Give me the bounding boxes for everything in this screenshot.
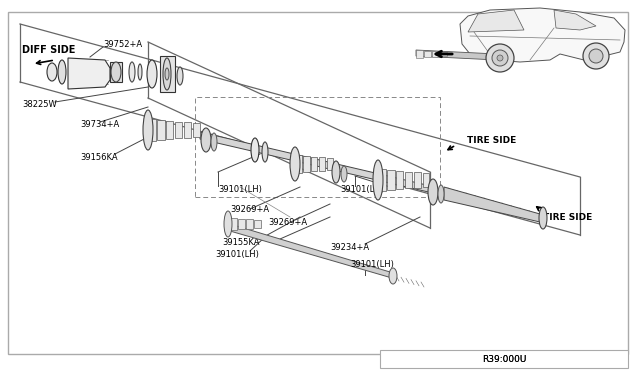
Polygon shape (193, 123, 200, 137)
Polygon shape (148, 119, 156, 141)
Ellipse shape (201, 128, 211, 152)
Polygon shape (157, 120, 164, 140)
Polygon shape (424, 51, 431, 57)
Polygon shape (166, 121, 173, 139)
Polygon shape (378, 169, 386, 191)
Polygon shape (246, 219, 253, 229)
Ellipse shape (111, 62, 121, 82)
Polygon shape (68, 58, 110, 89)
Polygon shape (160, 56, 175, 92)
Ellipse shape (497, 55, 503, 61)
Ellipse shape (143, 110, 153, 150)
Polygon shape (254, 220, 261, 228)
Ellipse shape (373, 160, 383, 200)
Polygon shape (444, 187, 540, 222)
Text: 39101(LH): 39101(LH) (350, 260, 394, 269)
Polygon shape (327, 158, 333, 170)
Ellipse shape (389, 268, 397, 284)
Ellipse shape (290, 147, 300, 181)
Ellipse shape (47, 63, 57, 81)
Polygon shape (432, 51, 439, 57)
Polygon shape (230, 224, 392, 278)
Ellipse shape (583, 43, 609, 69)
Text: R39:000U: R39:000U (482, 355, 526, 363)
Text: 39101(LH): 39101(LH) (218, 185, 262, 193)
Polygon shape (405, 172, 412, 188)
Text: 38225W: 38225W (22, 99, 57, 109)
Ellipse shape (438, 185, 444, 203)
Polygon shape (416, 50, 423, 58)
Ellipse shape (211, 133, 217, 151)
Ellipse shape (428, 179, 438, 205)
Polygon shape (387, 170, 395, 190)
Text: 39234+A: 39234+A (330, 243, 369, 251)
Polygon shape (238, 219, 245, 229)
Ellipse shape (262, 142, 268, 162)
Bar (195, 97, 440, 197)
Polygon shape (414, 172, 421, 188)
Ellipse shape (486, 44, 514, 72)
Bar (380, 350, 628, 368)
Text: 39752+A: 39752+A (103, 39, 142, 48)
Polygon shape (175, 122, 182, 138)
Ellipse shape (163, 58, 171, 90)
Polygon shape (440, 52, 447, 56)
Ellipse shape (251, 138, 259, 162)
Polygon shape (554, 10, 596, 30)
Text: 39269+A: 39269+A (230, 205, 269, 214)
Text: 39156KA: 39156KA (80, 153, 118, 161)
Polygon shape (110, 62, 122, 82)
Ellipse shape (129, 62, 135, 82)
Text: R39:000U: R39:000U (482, 355, 526, 363)
Text: DIFF SIDE: DIFF SIDE (22, 45, 76, 55)
Polygon shape (200, 132, 437, 194)
Polygon shape (460, 8, 625, 62)
Polygon shape (319, 157, 325, 171)
Text: TIRE SIDE: TIRE SIDE (467, 135, 516, 144)
Polygon shape (468, 10, 524, 32)
Ellipse shape (332, 161, 340, 183)
Text: TIRE SIDE: TIRE SIDE (543, 212, 592, 221)
Ellipse shape (58, 60, 66, 84)
Ellipse shape (492, 50, 508, 66)
Ellipse shape (539, 207, 547, 229)
Ellipse shape (138, 64, 142, 80)
Text: 39101(LH): 39101(LH) (340, 185, 384, 193)
Polygon shape (311, 157, 317, 171)
Ellipse shape (341, 166, 347, 182)
Polygon shape (184, 122, 191, 138)
Text: 39155KA: 39155KA (222, 237, 259, 247)
Text: 39734+A: 39734+A (80, 119, 119, 128)
Text: 39101(LH): 39101(LH) (215, 250, 259, 259)
Polygon shape (230, 218, 237, 230)
Ellipse shape (177, 67, 183, 85)
Ellipse shape (589, 49, 603, 63)
Ellipse shape (147, 60, 157, 88)
Ellipse shape (224, 211, 232, 237)
Polygon shape (416, 50, 497, 60)
Polygon shape (295, 155, 302, 173)
Ellipse shape (165, 68, 169, 80)
Polygon shape (396, 171, 403, 189)
Polygon shape (423, 173, 429, 187)
Text: 39269+A: 39269+A (268, 218, 307, 227)
Polygon shape (303, 156, 310, 172)
